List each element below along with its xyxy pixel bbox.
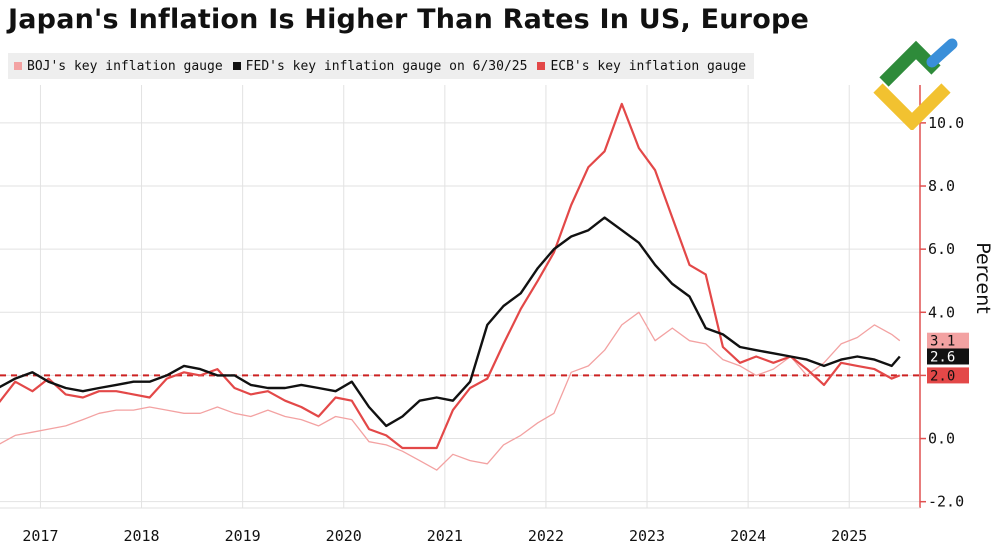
- legend-label-boj: BOJ's key inflation gauge: [27, 58, 223, 74]
- brand-logo-icon: [873, 38, 958, 130]
- x-tick-label: 2021: [427, 527, 463, 545]
- y-tick-label: 10.0: [928, 114, 964, 132]
- x-tick-label: 2023: [629, 527, 665, 545]
- end-value-label-ecb: 2.0: [930, 368, 955, 384]
- y-tick-label: 8.0: [928, 177, 955, 195]
- x-tick-label: 2022: [528, 527, 564, 545]
- y-tick-label: 0.0: [928, 430, 955, 448]
- x-tick-label: 2017: [22, 527, 58, 545]
- series-line-ecb: [0, 102, 901, 450]
- y-tick-label: -2.0: [928, 493, 964, 511]
- series-line-boj: [0, 311, 901, 471]
- chart-title: Japan's Inflation Is Higher Than Rates I…: [8, 4, 809, 35]
- legend-item-fed: FED's key inflation gauge on 6/30/25: [232, 58, 528, 74]
- x-tick-label: 2025: [831, 527, 867, 545]
- y-tick-label: 4.0: [928, 303, 955, 321]
- logo-mark-green: [879, 40, 941, 87]
- end-value-badge-ecb: [927, 367, 969, 384]
- x-tick-label: 2018: [123, 527, 159, 545]
- legend-label-ecb: ECB's key inflation gauge: [550, 58, 747, 74]
- legend-item-ecb: ECB's key inflation gauge: [537, 59, 746, 74]
- x-tick-label: 2019: [225, 527, 261, 545]
- x-tick-label: 2020: [326, 527, 362, 545]
- y-tick-label: 6.0: [928, 240, 955, 258]
- end-value-badge-boj: [927, 332, 969, 349]
- logo-mark-blue: [926, 38, 958, 68]
- legend-label-fed: FED's key inflation gauge on 6/30/25: [245, 58, 528, 74]
- legend-swatch-ecb: [537, 62, 546, 70]
- end-value-label-fed: 2.6: [930, 349, 955, 365]
- end-value-label-boj: 3.1: [930, 334, 955, 350]
- end-value-badge-fed: [927, 348, 969, 365]
- y-axis-title: Percent: [972, 242, 994, 314]
- x-tick-label: 2024: [730, 527, 766, 545]
- series-line-fed: [0, 216, 901, 428]
- chart-legend: BOJ's key inflation gauge FED's key infl…: [8, 53, 755, 79]
- legend-item-boj: BOJ's key inflation gauge: [14, 59, 223, 74]
- legend-swatch-boj: [14, 62, 22, 70]
- logo-mark-yellow: [873, 83, 951, 130]
- legend-swatch-fed: [232, 62, 241, 70]
